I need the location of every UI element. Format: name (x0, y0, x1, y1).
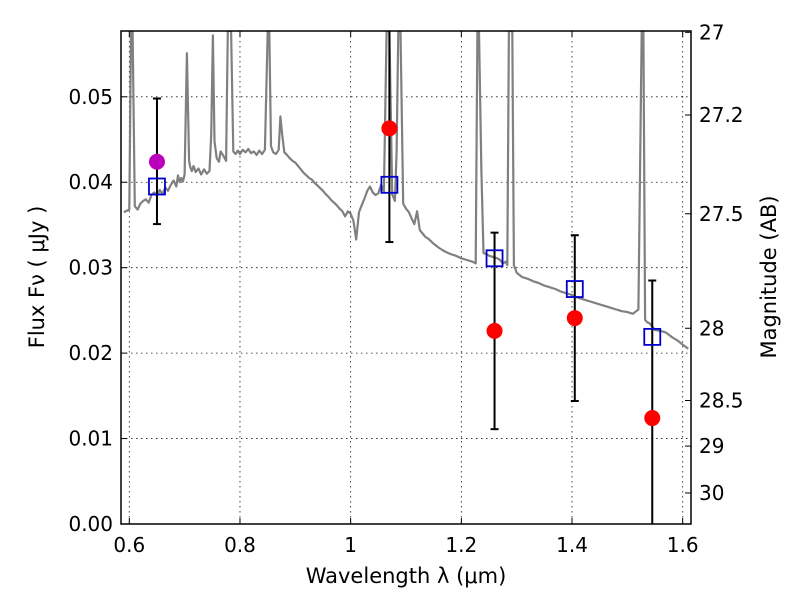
magnitude-tick-label: 27 (699, 20, 724, 44)
y-tick-label: 0.01 (68, 427, 113, 451)
model-spectrum-line (123, 31, 689, 350)
observed-point-magenta (148, 153, 165, 170)
x-tick-label: 1.4 (556, 533, 588, 557)
y-axis-title: Flux Fν ( μJy ) (25, 206, 49, 349)
x-tick-label: 1 (344, 533, 357, 557)
model-band-square (485, 249, 504, 268)
observed-point (644, 410, 661, 427)
y-axis-ticks: 0.00 0.01 0.02 0.03 0.04 0.05 (68, 85, 127, 536)
x-tick-label: 1.6 (667, 533, 699, 557)
model-band-square (565, 280, 584, 298)
x-tick-label: 1.2 (445, 533, 477, 557)
grid-lines (121, 31, 691, 525)
model-band-square (148, 177, 166, 196)
y-tick-label: 0.02 (68, 341, 113, 365)
error-bars (152, 31, 657, 524)
magnitude-tick-label: 28 (699, 316, 724, 340)
y-tick-label: 0.00 (68, 512, 113, 536)
data-points (148, 120, 662, 427)
x-axis-ticks: 0.6 0.8 1 1.2 1.4 1.6 (113, 31, 699, 557)
plot-frame (120, 30, 692, 525)
observed-point (486, 322, 503, 339)
y-tick-label: 0.03 (68, 256, 113, 280)
plot-area (123, 31, 689, 350)
observed-point (566, 310, 583, 327)
x-tick-label: 0.6 (113, 533, 145, 557)
magnitude-tick-label: 30 (699, 481, 724, 505)
model-band-square (643, 327, 662, 346)
x-tick-label: 0.8 (224, 533, 256, 557)
y-tick-label: 0.05 (68, 85, 113, 109)
right-axis-title: Magnitude (AB) (757, 195, 781, 358)
observed-point (381, 120, 398, 137)
magnitude-tick-label: 29 (699, 434, 724, 458)
y-tick-label: 0.04 (68, 170, 113, 194)
magnitude-tick-label: 27.5 (699, 202, 744, 226)
magnitude-tick-label: 27.2 (699, 103, 744, 127)
magnitude-axis-ticks: 27 27.2 27.5 28 28.5 29 30 (685, 20, 744, 505)
model-band-square (380, 175, 399, 194)
x-axis-title: Wavelength λ (μm) (306, 564, 507, 588)
magnitude-tick-label: 28.5 (699, 388, 744, 412)
